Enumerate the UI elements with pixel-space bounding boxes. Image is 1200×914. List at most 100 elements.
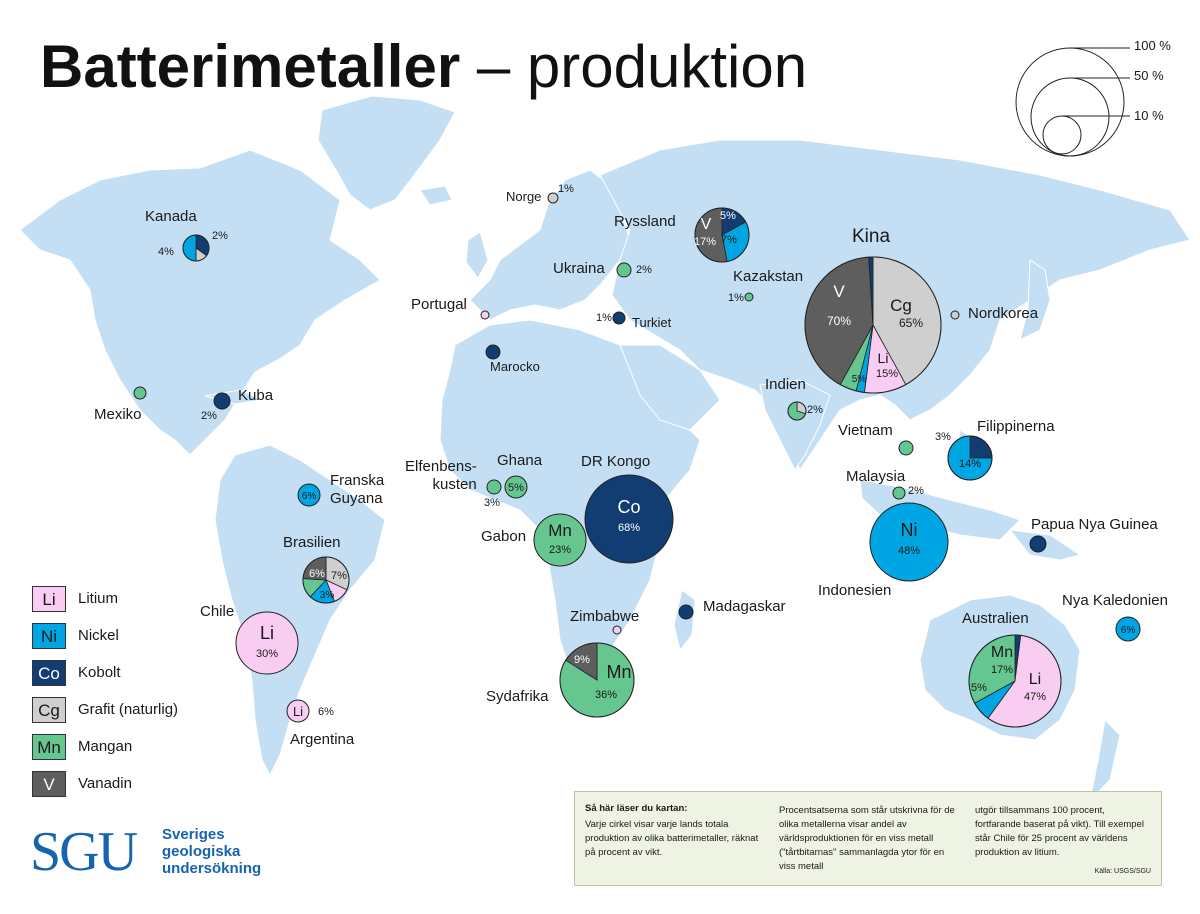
label-sydafrika: Sydafrika	[486, 688, 549, 705]
pie-indonesien-label-0: Ni	[901, 520, 918, 540]
pie-madagaskar	[678, 604, 694, 620]
sgu-logo-mark: SGU	[30, 821, 138, 883]
scale-label-100: 100 %	[1134, 38, 1171, 53]
info-col-3: utgör tillsammans 100 procent, fortfaran…	[975, 804, 1153, 860]
label-chile: Chile	[200, 603, 235, 620]
legend-item-mangan: Mn Mangan	[32, 734, 232, 762]
pie-chile: Li 30%	[235, 611, 299, 675]
label-madagaskar: Madagaskar	[703, 598, 786, 615]
label-elfenbenskusten: Elfenbens- kusten	[405, 458, 477, 493]
pie-kina-outline	[804, 256, 942, 394]
pie-kina-label-6: 5%	[852, 374, 867, 385]
pie-brasilien: 6% 7% 3%	[302, 556, 350, 604]
scale-label-10: 10 %	[1134, 108, 1164, 123]
pie-indien	[787, 401, 807, 421]
label-franska-guyana: Franska Guyana	[330, 472, 385, 507]
pct-kanada-4: 4%	[158, 246, 174, 258]
pie-ghana: 5%	[504, 475, 528, 499]
pie-marocko	[485, 344, 501, 360]
pie-papua-slice-co	[1029, 535, 1047, 553]
pie-kuba-slice-co	[213, 392, 231, 410]
south-america	[214, 444, 386, 777]
pie-gabon-label-0: Mn	[548, 521, 572, 540]
info-text-2: Procentsatserna som står utskrivna för d…	[779, 805, 955, 872]
info-text-1: Varje cirkel visar varje lands totala pr…	[585, 819, 759, 858]
legend-item-vanadin: V Vanadin	[32, 771, 232, 799]
pie-dr-kongo-label-1: 68%	[618, 522, 640, 534]
pie-filippinerna-label-0: 14%	[959, 458, 981, 470]
label-brasilien: Brasilien	[283, 534, 341, 551]
pie-vietnam	[898, 440, 914, 456]
pie-ryssland-label-3: 7%	[721, 234, 737, 246]
japan-islands	[1019, 259, 1051, 341]
sgu-logo-text: Sveriges geologiska undersökning	[162, 826, 261, 877]
pie-portugal-slice-li	[480, 310, 490, 320]
legend-name-co: Kobolt	[78, 664, 121, 681]
pie-dr-kongo-slice-co	[584, 474, 674, 564]
pie-ryssland-label-2: 5%	[720, 210, 736, 222]
pie-ukraina	[616, 262, 632, 278]
pie-chile-slice-li	[235, 611, 299, 675]
pie-filippinerna-outline	[947, 435, 993, 481]
pie-gabon: Mn 23%	[533, 513, 587, 567]
sgu-logo-line3: undersökning	[162, 860, 262, 877]
pie-kanada-outline	[182, 234, 210, 262]
pie-kina-label-0: V	[833, 282, 845, 301]
pie-australien: Mn 17% 5% Li 47%	[968, 634, 1062, 728]
pie-norge-slice-cg	[547, 192, 559, 204]
pie-brasilien-outline	[302, 556, 350, 604]
pie-madagaskar-slice-co	[678, 604, 694, 620]
pct-argentina-6: 6%	[318, 706, 334, 718]
pie-turkiet	[612, 311, 626, 325]
pie-sydafrika-label-2: 36%	[595, 689, 617, 701]
pie-franska-guyana-label-0: 6%	[302, 491, 317, 502]
pie-vietnam-slice-mn	[898, 440, 914, 456]
pie-kazakstan-slice-mn	[744, 292, 754, 302]
pie-kazakstan	[744, 292, 754, 302]
pie-sydafrika-outline	[559, 642, 635, 718]
pie-kanada	[182, 234, 210, 262]
label-kazakstan: Kazakstan	[733, 268, 804, 285]
pie-portugal	[480, 310, 490, 320]
label-kuba: Kuba	[238, 387, 274, 404]
legend-name-ni: Nickel	[78, 627, 119, 644]
north-america	[19, 149, 381, 456]
legend-swatch-li: Li	[32, 586, 66, 612]
label-papua: Papua Nya Guinea	[1031, 516, 1158, 533]
legend-item-kobolt: Co Kobolt	[32, 660, 232, 688]
pie-mexiko	[133, 386, 147, 400]
pct-kanada-2: 2%	[212, 230, 228, 242]
pie-nordkorea-slice-cg	[950, 310, 960, 320]
pie-gabon-label-1: 23%	[549, 544, 571, 556]
pct-kuba-2: 2%	[201, 410, 217, 422]
pct-filippinerna-3: 3%	[935, 431, 951, 443]
pie-nya-kaledonien-label-0: 6%	[1121, 625, 1136, 636]
pie-mexiko-slice-mn	[133, 386, 147, 400]
pie-dr-kongo-label-0: Co	[617, 497, 640, 517]
pie-kina-label-3: 65%	[899, 316, 923, 330]
scale-label-50: 50 %	[1134, 68, 1164, 83]
pie-australien-label-2: 5%	[971, 682, 987, 694]
pie-argentina: Li	[286, 699, 310, 723]
info-col-2: Procentsatserna som står utskrivna för d…	[779, 804, 957, 874]
pie-kuba	[213, 392, 231, 410]
info-heading: Så här läser du kartan:	[585, 803, 688, 814]
legend-swatch-cg: Cg	[32, 697, 66, 723]
uk-islands	[465, 231, 489, 279]
pie-australien-label-0: Mn	[991, 644, 1013, 661]
label-vietnam: Vietnam	[838, 422, 893, 439]
pie-ryssland-outline	[694, 207, 750, 263]
label-marocko: Marocko	[490, 359, 540, 374]
label-kanada: Kanada	[145, 208, 197, 225]
pct-malaysia-2: 2%	[908, 485, 924, 497]
legend-item-litium: Li Litium	[32, 586, 232, 614]
madagascar-island	[673, 589, 696, 652]
legend-swatch-ni: Ni	[32, 623, 66, 649]
title-bold: Batterimetaller	[40, 33, 461, 100]
title-rest: – produktion	[460, 33, 808, 100]
pie-ukraina-slice-mn	[616, 262, 632, 278]
legend-name-cg: Grafit (naturlig)	[78, 701, 179, 718]
